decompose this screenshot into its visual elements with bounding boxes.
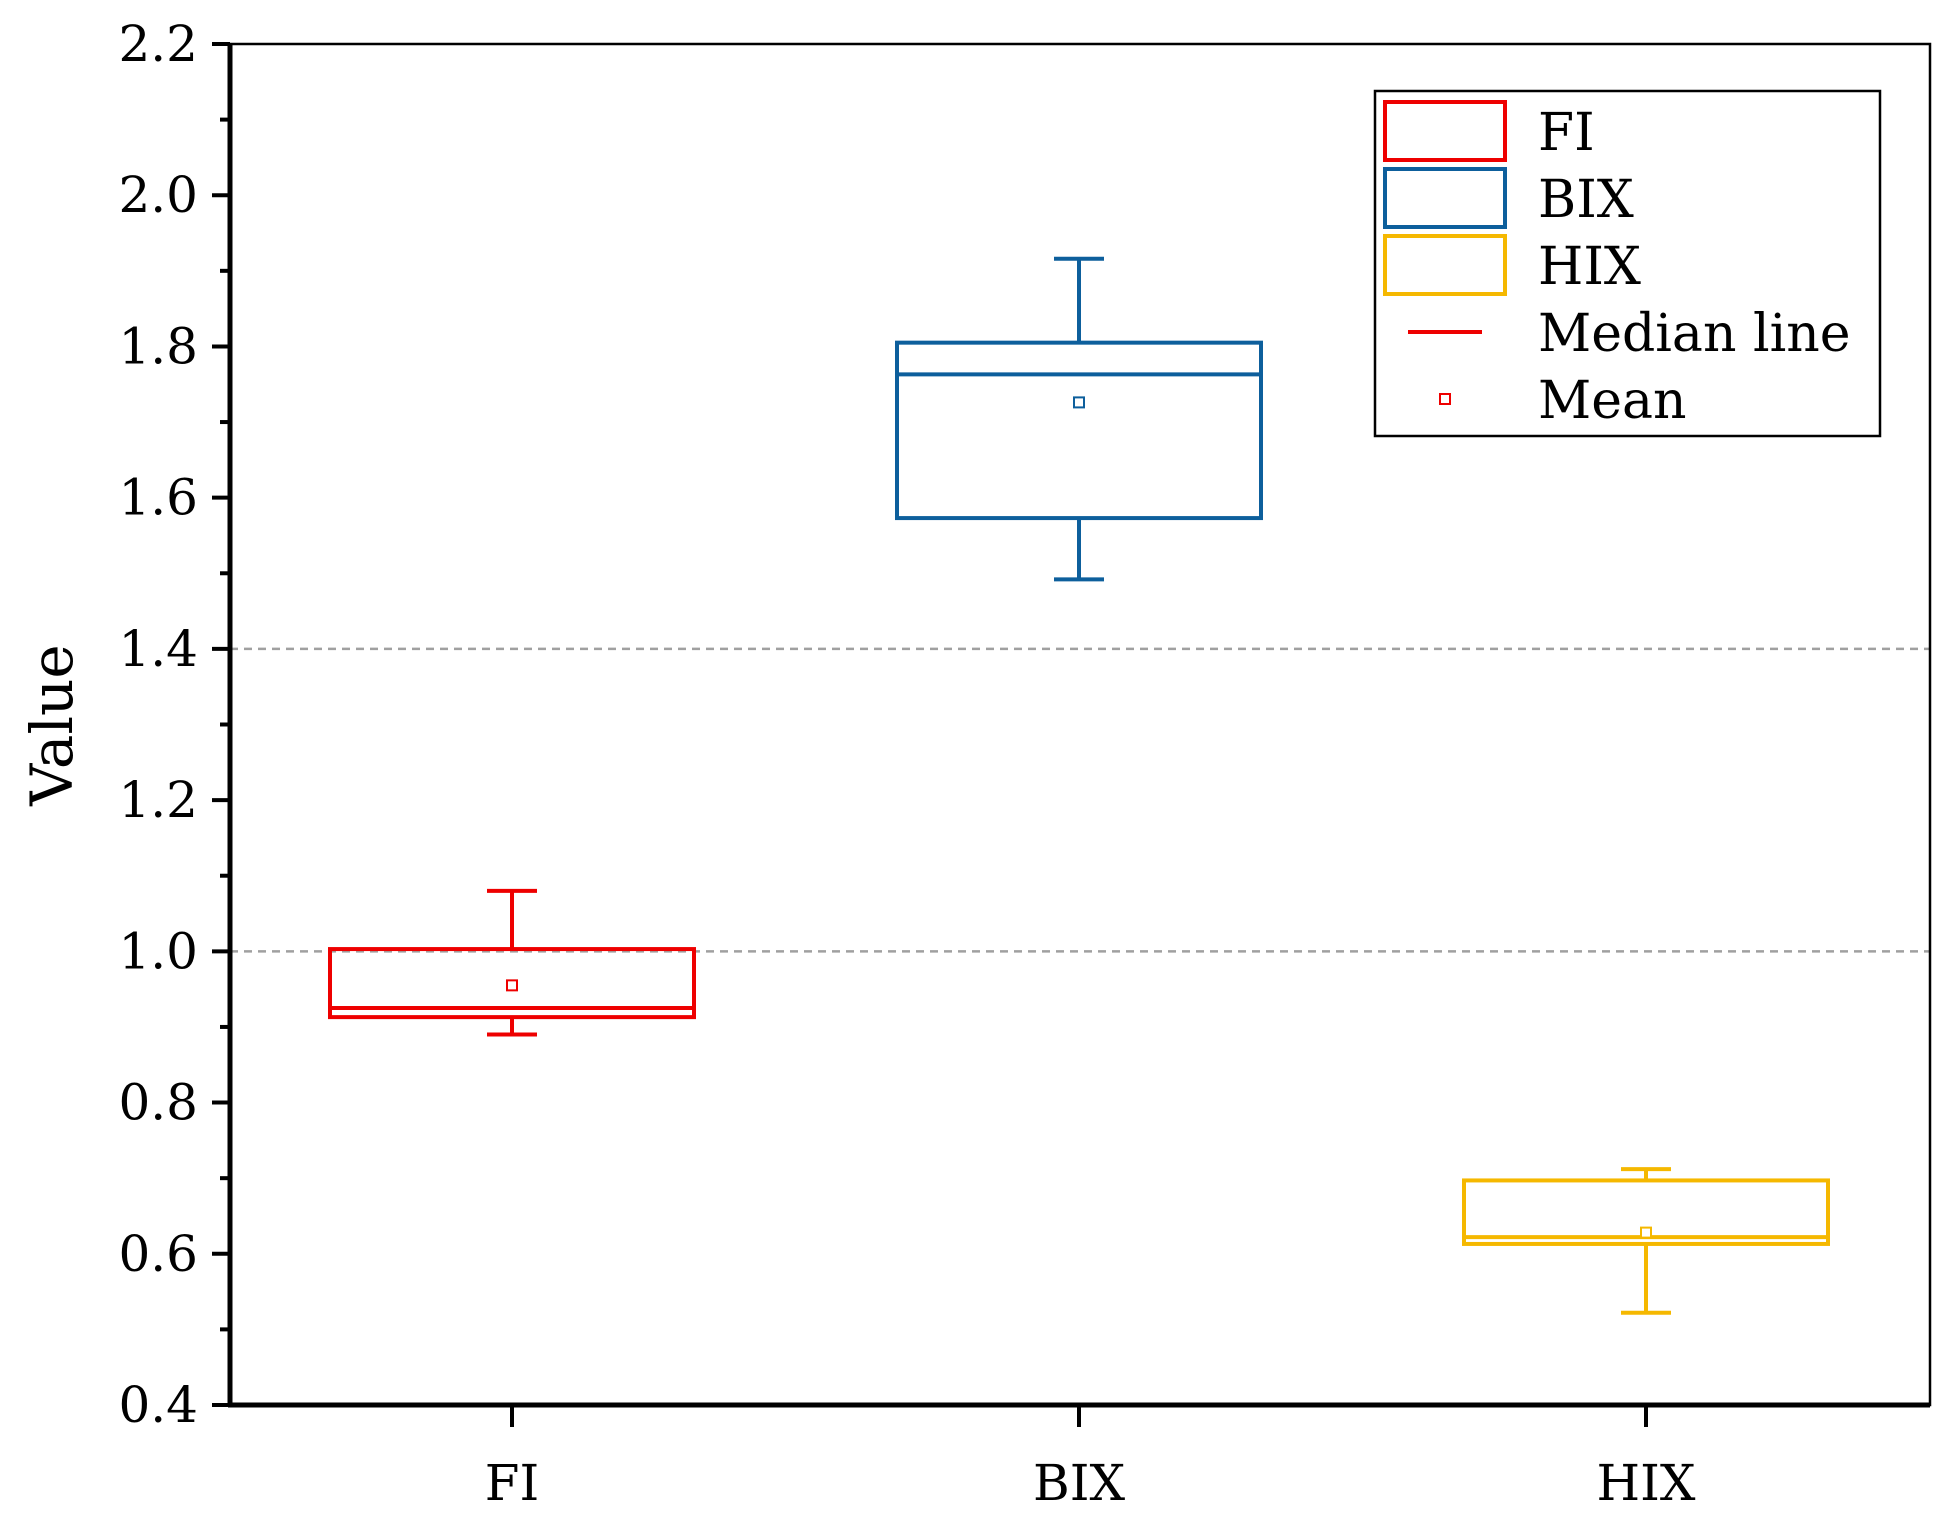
legend-swatch-box: [1383, 234, 1507, 296]
reference-lines: [230, 647, 1930, 953]
boxes: [328, 256, 1830, 1315]
x-tick-label: HIX: [1597, 1454, 1696, 1512]
box-body: [895, 340, 1263, 521]
y-tick-label: 2.0: [118, 166, 198, 224]
legend-swatch-box: [1383, 100, 1507, 162]
y-tick-label: 1.0: [118, 922, 198, 980]
legend-entry-bix: BIX: [1383, 167, 1634, 230]
box-fi: [328, 888, 696, 1037]
x-tick-label: FI: [485, 1454, 539, 1512]
x-tick-label: BIX: [1033, 1454, 1125, 1512]
legend-label: Median line: [1538, 304, 1850, 364]
legend-entry-fi: FI: [1383, 100, 1595, 163]
legend-label: BIX: [1538, 170, 1634, 230]
y-tick-label: 0.6: [118, 1225, 198, 1283]
y-tick-label: 1.4: [118, 620, 198, 678]
mean-marker: [1073, 396, 1085, 409]
legend-swatch-marker: [1439, 393, 1451, 405]
y-tick-label: 2.2: [118, 15, 198, 73]
box-body: [328, 947, 696, 1020]
box-hix: [1462, 1167, 1830, 1315]
box-bix: [895, 256, 1263, 582]
mean-marker: [1640, 1226, 1652, 1239]
legend-label: FI: [1538, 103, 1595, 163]
legend-label: Mean: [1538, 371, 1687, 431]
legend-box: [1373, 89, 1882, 438]
legend-entry-hix: HIX: [1383, 234, 1641, 297]
legend-swatch-box: [1383, 167, 1507, 229]
axes: 0.4 0.6 0.8 1.0 1.2 1.4 1.6 1.8 2.0 2.2 FI BIX HIX Va…: [18, 15, 1932, 1512]
y-tick-label: 1.2: [118, 771, 198, 829]
y-tick-label: 0.8: [118, 1074, 198, 1132]
y-tick-label: 1.8: [118, 317, 198, 375]
legend-entry-mean: Mean: [1439, 371, 1687, 431]
y-axis-title: Value: [18, 644, 86, 806]
y-tick-label: 0.4: [118, 1376, 198, 1434]
legend-entry-median-line: Median line: [1408, 304, 1850, 364]
box-body: [1462, 1178, 1830, 1246]
y-tick-label: 1.6: [118, 469, 198, 527]
mean-marker: [506, 979, 518, 992]
legend: FI BIX HIX Median line Mean: [1373, 89, 1882, 438]
legend-label: HIX: [1538, 237, 1641, 297]
